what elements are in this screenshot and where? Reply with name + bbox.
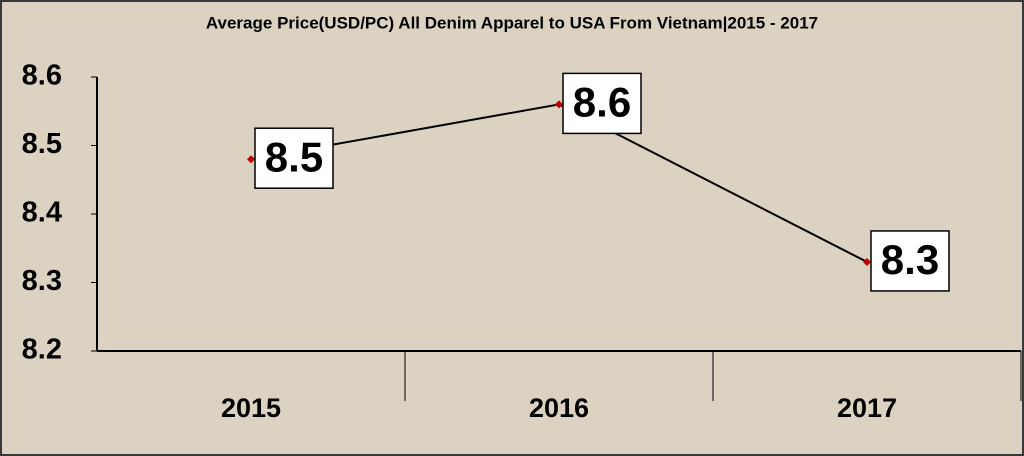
y-tick-label: 8.2 xyxy=(22,334,62,366)
data-label-box xyxy=(562,72,642,135)
data-label-box xyxy=(254,127,334,189)
data-label-box xyxy=(870,230,950,292)
y-tick-label: 8.3 xyxy=(22,265,62,297)
point-marker xyxy=(247,155,255,164)
y-tick-label: 8.6 xyxy=(22,60,62,92)
x-tick-label: 2015 xyxy=(221,393,281,423)
chart-title: Average Price(USD/PC) All Denim Apparel … xyxy=(206,13,818,32)
point-marker xyxy=(863,257,871,266)
x-tick-label: 2016 xyxy=(529,393,589,423)
point-marker xyxy=(555,100,563,109)
data-label: 8.6 xyxy=(573,78,631,125)
y-tick-label: 8.4 xyxy=(22,197,62,229)
data-label: 8.5 xyxy=(265,133,323,180)
data-label: 8.3 xyxy=(881,236,939,283)
x-tick-label: 2017 xyxy=(837,393,897,423)
y-tick-label: 8.5 xyxy=(22,128,62,160)
